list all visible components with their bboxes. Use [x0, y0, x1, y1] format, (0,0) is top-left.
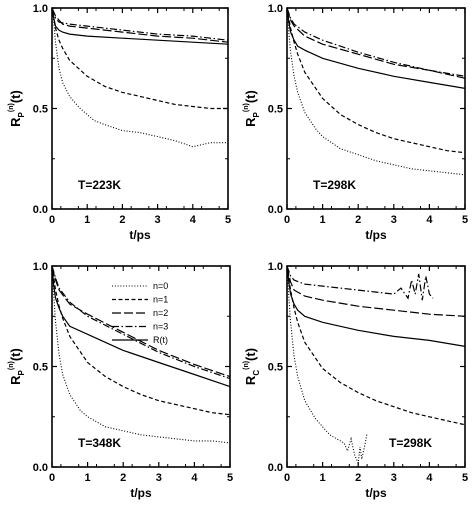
- temperature-annotation: T=298K: [389, 436, 432, 450]
- x-tick-label: 2: [120, 472, 126, 484]
- plot-frame: [286, 265, 466, 468]
- y-label-subscript: C: [252, 370, 261, 376]
- legend-label: n=3: [153, 322, 168, 332]
- x-tick-label: 1: [84, 214, 90, 226]
- series-line-long-dash: [286, 265, 466, 317]
- panel-bottom-left: 0 1 2 3 4 5 0.0 0.5 1.0 t/ps RP(n)(t) T=348K n=0 n=1 n…: [8, 261, 233, 500]
- x-tick-label: 5: [225, 214, 231, 226]
- series-line-short-dash: [286, 7, 466, 154]
- y-tick-label: 0.0: [33, 204, 48, 216]
- x-tick-label: 4: [191, 472, 198, 484]
- series-line-dash-dot: [51, 265, 231, 380]
- y-tick-label: 0.5: [33, 104, 48, 116]
- x-tick-label: 1: [320, 472, 326, 484]
- series-line-dotted: [51, 7, 228, 148]
- x-tick-label: 4: [426, 472, 433, 484]
- y-tick-label: 1.0: [33, 261, 48, 273]
- y-axis-label: RC(n)(t): [243, 348, 261, 385]
- x-axis-label: t/ps: [130, 486, 152, 500]
- x-tick-label: 5: [462, 472, 468, 484]
- panel-bottom-right: 0 1 2 3 4 5 0.0 0.5 1.0 t/ps RC(n)(t) T=298K: [243, 261, 468, 500]
- x-tick-label: 5: [227, 472, 233, 484]
- temperature-annotation: T=298K: [313, 178, 356, 192]
- series-line-long-dash: [51, 265, 231, 378]
- series-line-solid: [51, 265, 231, 388]
- series-line-dash-dot: [286, 265, 434, 301]
- y-label-tail: (t): [243, 90, 258, 103]
- y-label-main: R: [243, 117, 258, 127]
- y-label-tail: (t): [243, 348, 258, 361]
- x-tick-label: 4: [426, 214, 433, 226]
- legend-label: n=1: [153, 295, 168, 305]
- x-tick-label: 3: [391, 472, 397, 484]
- x-tick-label: 0: [284, 472, 290, 484]
- y-label-main: R: [8, 375, 23, 385]
- legend-label: n=0: [153, 281, 168, 291]
- y-axis-label: RP(n)(t): [8, 90, 26, 127]
- panel-top-right: 0 1 2 3 4 5 0.0 0.5 1.0 t/ps RP(n)(t) T=298K: [243, 3, 468, 242]
- y-tick-label: 1.0: [268, 261, 283, 273]
- panel-top-left: 0 1 2 3 4 5 0.0 0.5 1.0 t/ps RP(n)(t) T=223K: [8, 3, 231, 242]
- y-label-superscript: (n): [243, 103, 250, 112]
- y-label-subscript: P: [17, 369, 26, 375]
- y-tick-label: 0.0: [268, 204, 283, 216]
- x-tick-label: 1: [320, 214, 326, 226]
- legend-label: n=2: [153, 308, 168, 318]
- series-line-solid: [286, 7, 466, 89]
- series-line-short-dash: [51, 7, 228, 110]
- x-tick-label: 5: [462, 214, 468, 226]
- y-label-superscript: (n): [243, 361, 250, 370]
- series-line-long-dash: [286, 7, 466, 79]
- y-label-subscript: P: [17, 111, 26, 117]
- series-line-solid: [51, 7, 229, 45]
- temperature-annotation: T=223K: [78, 178, 121, 192]
- y-tick-label: 0.0: [33, 462, 48, 474]
- series-line-dotted: [51, 265, 231, 444]
- y-tick-label: 1.0: [33, 3, 48, 15]
- y-tick-label: 0.5: [268, 362, 283, 374]
- series-line-short-dash: [286, 265, 466, 426]
- x-tick-label: 2: [119, 214, 125, 226]
- x-axis-label: t/ps: [365, 228, 387, 242]
- y-axis-label: RP(n)(t): [8, 348, 26, 385]
- temperature-annotation: T=348K: [78, 436, 121, 450]
- y-tick-label: 0.5: [268, 104, 283, 116]
- x-tick-label: 2: [355, 214, 361, 226]
- y-label-tail: (t): [8, 90, 23, 103]
- series-line-dash-dot: [51, 7, 229, 41]
- series-line-dotted: [286, 265, 368, 466]
- x-tick-label: 4: [190, 214, 197, 226]
- series-line-solid: [286, 265, 466, 347]
- y-label-subscript: P: [252, 111, 261, 117]
- y-tick-label: 1.0: [268, 3, 283, 15]
- series-line-long-dash: [51, 7, 229, 43]
- y-label-tail: (t): [8, 348, 23, 361]
- x-axis-label: t/ps: [129, 228, 151, 242]
- y-axis-label: RP(n)(t): [243, 90, 261, 127]
- x-tick-label: 2: [355, 472, 361, 484]
- x-tick-label: 0: [49, 214, 55, 226]
- x-tick-label: 1: [85, 472, 91, 484]
- y-tick-label: 0.0: [268, 462, 283, 474]
- y-label-superscript: (n): [8, 103, 15, 112]
- y-label-main: R: [243, 375, 258, 385]
- legend-label: R(t): [153, 335, 168, 345]
- series-line-dotted: [286, 7, 466, 176]
- x-tick-label: 0: [49, 472, 55, 484]
- x-axis-label: t/ps: [365, 486, 387, 500]
- x-tick-label: 3: [391, 214, 397, 226]
- x-tick-label: 3: [156, 472, 162, 484]
- series-line-dash-dot: [286, 7, 466, 77]
- y-label-main: R: [8, 117, 23, 127]
- x-tick-label: 0: [284, 214, 290, 226]
- y-tick-label: 0.5: [33, 362, 48, 374]
- y-label-superscript: (n): [8, 361, 15, 370]
- x-tick-label: 3: [155, 214, 161, 226]
